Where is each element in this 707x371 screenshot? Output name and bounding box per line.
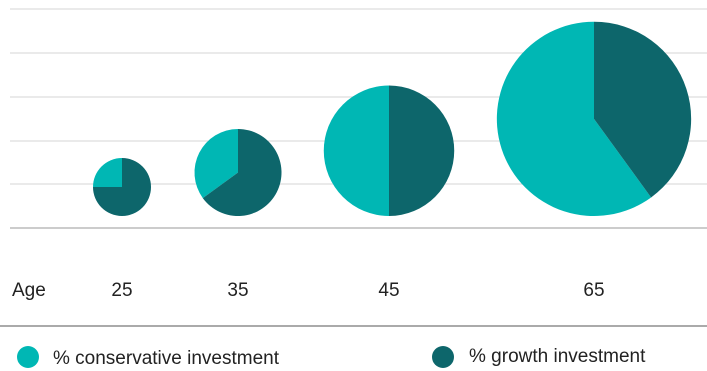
pie-slice-conservative-age-65	[496, 21, 652, 217]
pie-slice-conservative-age-25	[93, 158, 122, 187]
pie-age-45	[323, 85, 455, 216]
pie-slice-growth-age-45	[389, 85, 455, 216]
x-tick-label-35: 35	[227, 280, 248, 301]
legend-swatch-conservative	[17, 346, 39, 368]
legend-label-growth: % growth investment	[469, 346, 646, 367]
x-tick-label-65: 65	[583, 280, 604, 301]
pie-slice-growth-age-25	[93, 158, 151, 216]
x-tick-label-25: 25	[111, 280, 132, 301]
legend: % conservative investment % growth inves…	[17, 346, 646, 369]
x-axis-label: Age	[12, 280, 46, 301]
x-tick-labels: 25 35 45 65	[111, 280, 604, 301]
x-tick-label-45: 45	[378, 280, 399, 301]
pie-slice-growth-age-35	[202, 129, 282, 216]
pie-age-35	[194, 129, 282, 216]
pie-age-65	[496, 21, 692, 217]
pie-slice-growth-age-65	[594, 21, 692, 198]
pie-slice-conservative-age-35	[194, 129, 238, 199]
pie-slice-conservative-age-45	[323, 85, 389, 216]
legend-label-conservative: % conservative investment	[53, 348, 280, 369]
pie-group	[93, 21, 692, 217]
legend-swatch-growth	[432, 346, 454, 368]
pie-age-25	[93, 158, 151, 216]
